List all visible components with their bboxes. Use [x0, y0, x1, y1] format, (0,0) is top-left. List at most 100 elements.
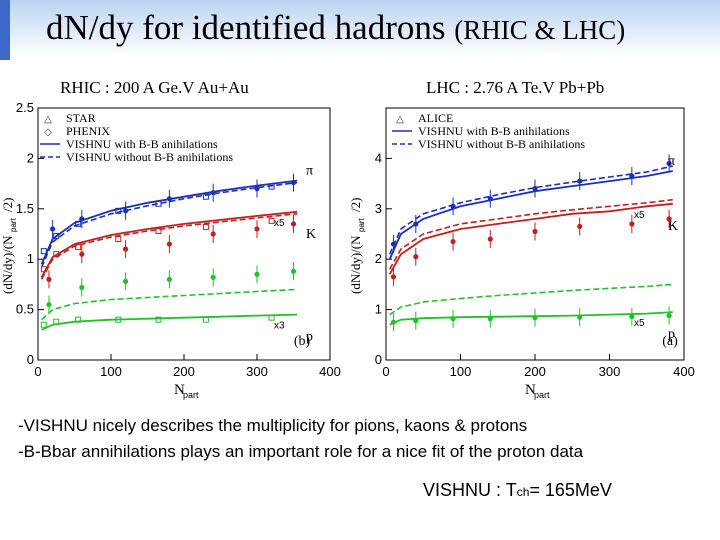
rhic-panel-label: RHIC : 200 A Ge.V Au+Au	[60, 78, 249, 97]
accent-bar	[0, 0, 10, 60]
rhic-legend-entry: PHENIX	[66, 124, 110, 138]
rhic-pion-data-point	[290, 179, 297, 186]
slide-title: dN/dy for identified hadrons (RHIC & LHC…	[46, 8, 626, 47]
rhic-proton-phenix-point	[202, 316, 209, 323]
rhic-chart: 0 100 200 300 40000.511.522.5Npart(dN/dy)/(N…	[0, 100, 341, 400]
lhc-proton-data-point	[487, 316, 493, 322]
lhc-kaon-data-point	[450, 238, 456, 245]
lhc-kaon-species-label: K	[668, 219, 678, 234]
rhic-proton-species-label: p	[306, 330, 313, 345]
lhc-panel-label: LHC : 2.76 A Te.V Pb+Pb	[426, 78, 605, 97]
rhic-proton-data-point	[123, 278, 129, 284]
rhic-pion-data-point	[254, 186, 260, 192]
rhic-y-label-group: (dN/dy)/(N part/2)	[0, 198, 18, 294]
lhc-legend-entry: ALICE	[418, 111, 453, 125]
lhc-pion-data-point	[390, 241, 397, 247]
lhc-pion-data-point	[413, 221, 419, 227]
rhic-legend-entry: VISHNU with B-B anihilations	[66, 137, 218, 151]
note-2: -B-Bbar annihilations plays an important…	[18, 442, 584, 461]
lhc-proton-data-point	[666, 313, 672, 319]
lhc-x-label-sub: part	[534, 390, 550, 400]
rhic-pion-data-point	[123, 208, 129, 214]
lhc-pion-data-point	[577, 178, 583, 184]
rhic-kaon-data-point	[290, 221, 297, 227]
rhic-kaon-phenix-point	[268, 217, 275, 224]
rhic-x-label-sub: part	[183, 390, 199, 400]
lhc-y-tick-label: 0	[375, 352, 382, 367]
rhic-pion-phenix-point	[115, 207, 122, 214]
lhc-panel-tag: (a)	[662, 334, 678, 349]
rhic-pion-data-point	[50, 226, 56, 232]
rhic-kaon-phenix-point	[75, 244, 82, 251]
rhic-pion-data-point	[166, 196, 172, 202]
lhc-proton-species-label: p	[668, 327, 675, 342]
rhic-proton-data-point	[46, 301, 52, 308]
lhc-y-label: (dN/dy)/(N	[348, 235, 363, 294]
rhic-proton-phenix-point	[40, 321, 47, 328]
rhic-proton-data-point	[166, 276, 172, 282]
lhc-x-label: N	[525, 382, 536, 398]
lhc-y-tick-label: 2	[375, 251, 382, 266]
rhic-y-tick-label: 0.5	[16, 302, 34, 317]
rhic-proton-phenix-point	[268, 314, 275, 321]
lhc-kaon-with-line	[388, 202, 673, 275]
lhc-proton-data-point	[390, 319, 397, 325]
lhc-kaon-data-point	[577, 223, 583, 230]
lhc-kaon-data-point	[532, 228, 538, 235]
lhc-kaon-data-point	[390, 274, 397, 280]
rhic-y-tick-label: 1	[27, 251, 34, 266]
lhc-proton-data-point	[577, 314, 583, 320]
rhic-pion-phenix-point	[75, 220, 82, 227]
rhic-x-tick-label: 200	[173, 364, 195, 379]
lhc-legend-symbol: △	[396, 114, 404, 125]
lhc-legend-entry: VISHNU without B-B anihilations	[418, 137, 585, 151]
lhc-pion-data-point	[666, 160, 672, 167]
lhc-proton-data-point	[532, 315, 538, 321]
rhic-proton-phenix-point	[53, 318, 60, 325]
rhic-kaon-data-point	[46, 276, 52, 282]
rhic-y-tick-label: 2	[27, 150, 34, 165]
rhic-kaon-data-point	[210, 231, 216, 237]
rhic-kaon-data-point	[254, 226, 260, 232]
lhc-y-tick-label: 4	[375, 150, 382, 165]
lhc-y-tick-label: 1	[375, 302, 382, 317]
lhc-pion-data-point	[487, 196, 493, 202]
rhic-kaon-without-line	[40, 213, 298, 280]
rhic-proton-scale-label: x3	[274, 321, 285, 332]
rhic-pion-phenix-point	[268, 183, 275, 190]
rhic-pion-phenix-point	[155, 200, 162, 207]
rhic-kaon-scale-label: x5	[274, 218, 285, 229]
rhic-x-tick-label: 400	[319, 364, 341, 379]
lhc-y-label-group: (dN/dy)/(N part/2)	[348, 198, 366, 294]
lhc-y-tick-label: 3	[375, 201, 382, 216]
lhc-proton-with-line	[389, 311, 673, 326]
rhic-y-label-sub: part	[9, 217, 18, 232]
lhc-kaon-data-point	[629, 221, 635, 227]
rhic-pion-with-line	[40, 179, 298, 265]
rhic-proton-data-point	[210, 274, 216, 280]
rhic-legend-symbol: ◇	[44, 127, 52, 138]
rhic-panel-tag: (b)	[294, 334, 311, 349]
rhic-kaon-data-point	[123, 246, 129, 252]
tch-label: VISHNU : Tch= 165MeV	[423, 480, 612, 500]
lhc-proton-data-point	[629, 314, 635, 320]
rhic-y-tick-label: 1.5	[16, 201, 34, 216]
rhic-x-tick-label: 100	[100, 364, 122, 379]
lhc-pion-with-line	[388, 170, 673, 260]
lhc-kaon-scale-label: x5	[634, 210, 645, 221]
rhic-pion-phenix-point	[202, 193, 209, 200]
rhic-legend-entry: STAR	[66, 111, 96, 125]
rhic-proton-phenix-point	[115, 316, 122, 323]
rhic-kaon-with-line	[40, 210, 298, 278]
rhic-y-tick-label: 2.5	[16, 100, 34, 115]
rhic-proton-data-point	[254, 271, 260, 277]
rhic-y-tick-label: 0	[27, 352, 34, 367]
lhc-pion-data-point	[450, 203, 456, 209]
rhic-proton-phenix-point	[155, 316, 162, 323]
lhc-proton-without-line	[389, 283, 673, 316]
lhc-proton-scale-label: x5	[634, 318, 645, 329]
rhic-proton-data-point	[79, 284, 85, 291]
lhc-y-label-sub: part	[357, 217, 366, 232]
rhic-kaon-species-label: K	[306, 227, 316, 242]
